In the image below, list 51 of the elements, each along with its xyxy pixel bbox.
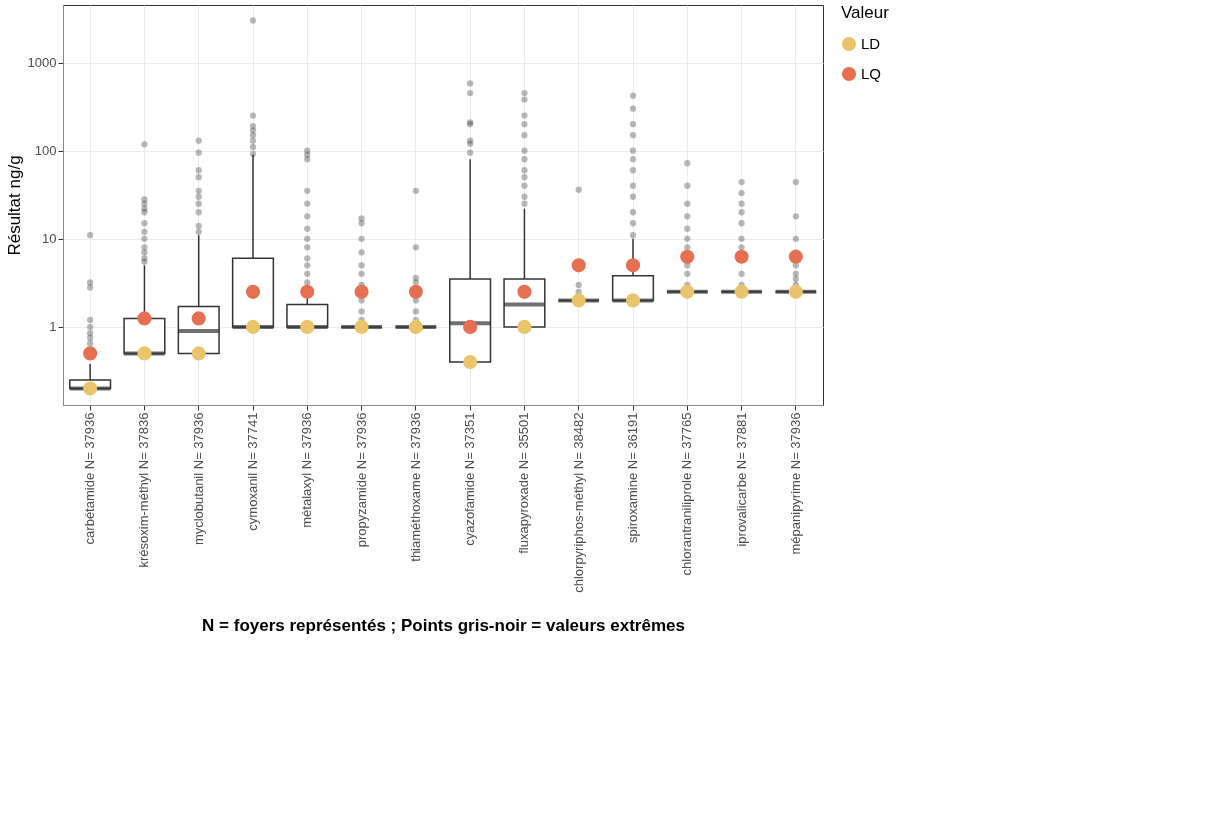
x-tick-label: krésoxim-méthyl N= 37836	[136, 412, 152, 568]
x-tick-label: chlorantraniliprole N= 37765	[679, 412, 695, 576]
point	[191, 311, 206, 326]
point	[300, 284, 315, 299]
point	[354, 319, 369, 334]
x-tick-label: carbétamide N= 37936	[82, 412, 98, 545]
x-tick-label: thiaméthoxame N= 37936	[407, 412, 423, 562]
x-tick-label: spiroxamine N= 36191	[625, 412, 640, 543]
point	[734, 249, 749, 264]
point	[788, 249, 803, 264]
point	[517, 284, 532, 299]
x-tick-label: cymoxanil N= 37741	[245, 412, 260, 531]
point	[463, 319, 478, 334]
y-tick-label: 10	[42, 231, 57, 247]
y-tick-label: 100	[34, 143, 57, 159]
point	[245, 284, 261, 299]
y-tick-label: 1	[49, 319, 57, 335]
legend-label: LQ	[861, 65, 882, 82]
y-tick-label: 1000	[27, 55, 57, 71]
x-tick-label: iprovalicarbe N= 37881	[733, 412, 749, 547]
point	[408, 319, 423, 334]
x-axis-title: N = foyers représentés ; Points gris-noir = valeurs extrêmes	[202, 615, 685, 635]
x-tick-label: cyazofamide N= 37351	[462, 412, 478, 546]
point	[137, 346, 152, 361]
point	[83, 381, 98, 396]
point	[245, 319, 261, 334]
x-tick-label: propyzamide N= 37936	[353, 412, 369, 548]
point	[680, 284, 695, 299]
point	[83, 346, 98, 361]
point	[788, 284, 803, 299]
x-tick-label: fluxapyroxade N= 35501	[516, 412, 532, 554]
point	[625, 258, 641, 273]
point	[137, 311, 152, 326]
legend-title: Valeur	[841, 3, 890, 22]
x-tick-label: chlorpyriphos-méthyl N= 38482	[570, 412, 586, 593]
x-tick-label: métalaxyl N= 37936	[299, 412, 315, 528]
point	[354, 284, 369, 299]
point	[300, 319, 315, 334]
point	[571, 293, 586, 308]
point	[191, 346, 206, 361]
x-tick-label: myclobutanil N= 37936	[190, 412, 206, 546]
point	[734, 284, 749, 299]
legend-label: LD	[861, 35, 881, 52]
y-axis-title: Résultat ng/g	[4, 155, 24, 256]
point	[517, 319, 532, 334]
point	[680, 249, 695, 264]
point	[408, 284, 423, 299]
point	[625, 293, 641, 308]
x-tick-label: mépanipyrime N= 37936	[787, 412, 803, 555]
point	[463, 354, 478, 370]
point	[571, 258, 586, 273]
